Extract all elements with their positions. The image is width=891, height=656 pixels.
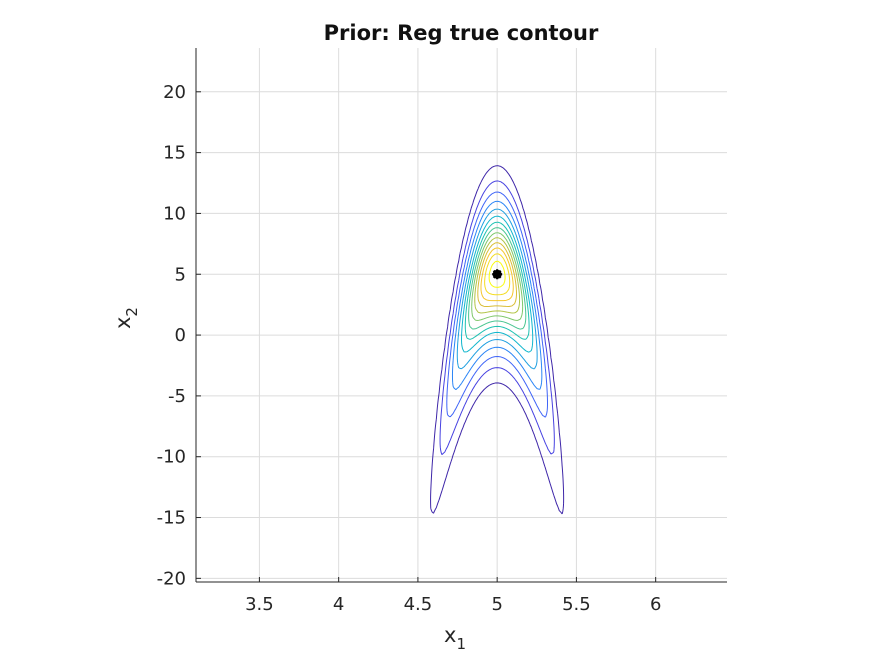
contour-level-6 [464, 221, 530, 340]
y-tick-label: -15 [157, 508, 186, 529]
y-axis-label: x2 [111, 307, 141, 329]
y-tick-label: 20 [163, 82, 186, 103]
contour-level-4 [456, 208, 538, 370]
y-tick-label: -20 [157, 568, 186, 589]
contour-lines [430, 165, 565, 515]
axes [195, 48, 727, 583]
contour-level-10 [477, 242, 517, 307]
marker-star-stroke [492, 269, 502, 279]
x-tick-label: 5 [491, 594, 502, 615]
contour-level-7 [468, 227, 527, 330]
contour-level-3 [451, 200, 543, 390]
y-tick-label: 5 [175, 264, 186, 285]
x-tick-label: 3.5 [245, 594, 274, 615]
contour-level-12 [484, 253, 511, 296]
contour-level-11 [480, 247, 514, 302]
x-tick-label: 4 [333, 594, 344, 615]
contour-level-0 [430, 165, 565, 515]
contour-level-8 [471, 232, 524, 322]
x-tick-label: 5.5 [562, 594, 591, 615]
y-tick-label: 0 [175, 325, 186, 346]
x-tick-label: 6 [650, 594, 661, 615]
y-tick-label: 10 [163, 203, 186, 224]
y-tick-label: 15 [163, 143, 186, 164]
true-value-marker [492, 269, 503, 280]
contour-level-1 [439, 180, 555, 456]
grid [196, 48, 727, 582]
contour-level-13 [488, 260, 506, 288]
y-tick-label: -10 [157, 447, 186, 468]
contour-level-2 [446, 191, 548, 418]
contour-level-5 [461, 215, 534, 353]
x-ticks: 3.5 4 4.5 5 5.5 6 [245, 577, 661, 615]
y-tick-label: -5 [168, 386, 186, 407]
chart-title: Prior: Reg true contour [324, 21, 599, 45]
y-ticks: -20 -15 -10 -5 0 5 10 15 20 [157, 82, 201, 589]
x-tick-label: 4.5 [404, 594, 433, 615]
x-axis-label: x1 [444, 623, 466, 653]
contour-level-9 [474, 237, 521, 314]
